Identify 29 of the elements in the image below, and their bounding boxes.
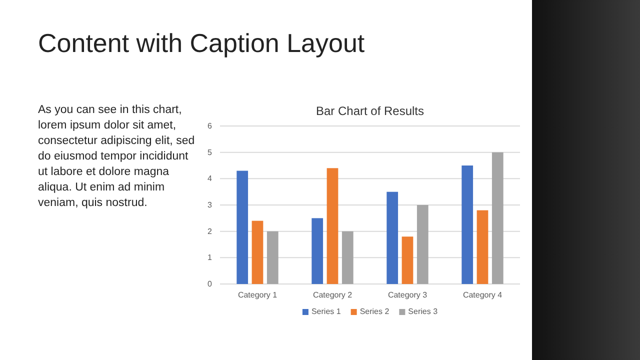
- x-tick-label: Category 2: [312, 290, 353, 300]
- x-tick-label: Category 3: [388, 290, 428, 300]
- bar: [236, 170, 248, 284]
- bar: [312, 218, 324, 284]
- legend-label: Series 2: [360, 307, 390, 316]
- bar: [326, 168, 338, 284]
- y-tick-label: 4: [208, 174, 213, 184]
- y-tick-label: 2: [208, 226, 213, 236]
- x-tick-label: Category 4: [462, 290, 503, 300]
- bar: [252, 220, 264, 284]
- bar: [386, 192, 398, 284]
- bar: [462, 166, 474, 284]
- bar: [266, 231, 278, 284]
- bar: [492, 152, 504, 284]
- y-tick-label: 0: [208, 280, 213, 289]
- bar: [476, 210, 488, 284]
- y-tick-label: 5: [208, 148, 213, 157]
- y-tick-label: 1: [208, 253, 213, 262]
- legend-label: Series 1: [311, 307, 342, 316]
- text: As you can see in this chart, lorem ipsum dolor sit amet, consectetur adipiscing elit, sed do eiusmod tempor incididunt ut labore et dolore magna aliqua. Ut enim ad minim veniam, quis nostrud.: [38, 104, 195, 209]
- text: Content with Caption Layout: [38, 28, 366, 58]
- bar: [402, 236, 414, 284]
- legend-label: Series 3: [408, 307, 438, 316]
- y-tick-label: 6: [208, 122, 213, 131]
- bar: [416, 205, 428, 284]
- chart-title: Bar Chart of Results: [316, 104, 424, 118]
- bar: [342, 231, 354, 284]
- x-tick-label: Category 1: [238, 290, 278, 300]
- y-tick-label: 3: [208, 200, 213, 210]
